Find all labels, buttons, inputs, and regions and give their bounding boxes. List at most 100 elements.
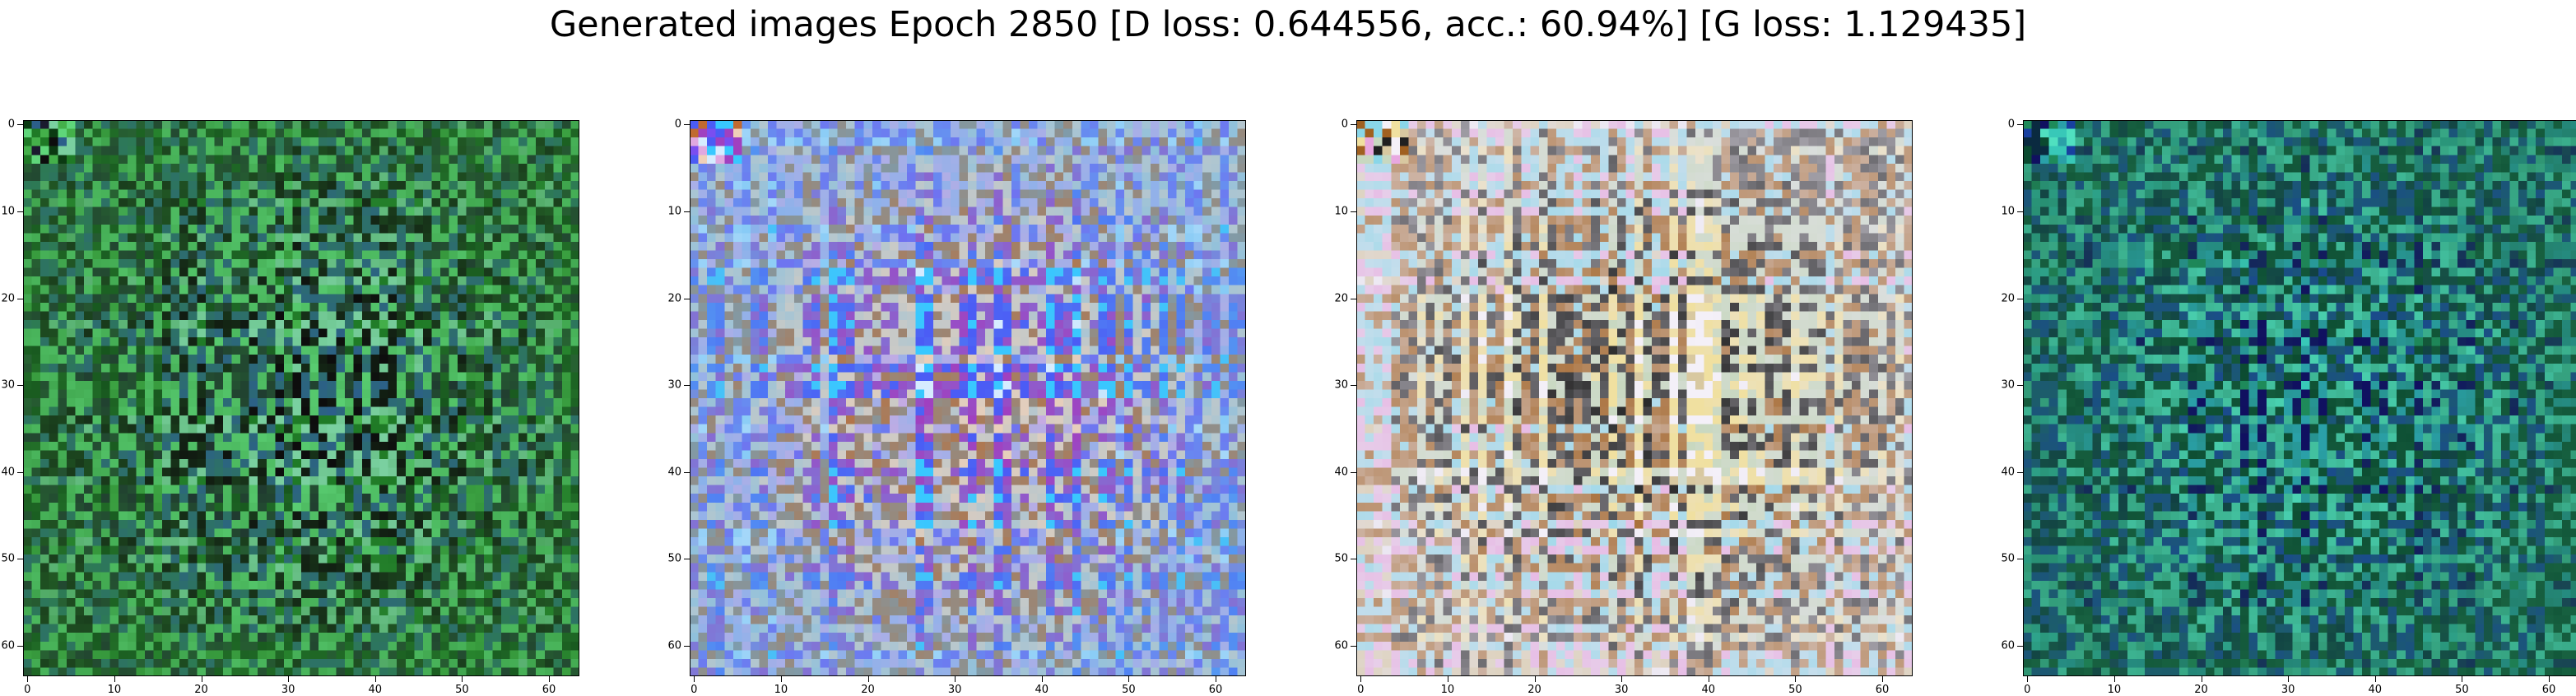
x-tick-label: 50 [1788,684,1802,696]
generated-image-4 [2023,120,2576,676]
x-tick-label: 10 [1440,684,1455,696]
x-tick [2027,676,2029,682]
x-tick [1795,676,1797,682]
x-tick-label: 40 [368,684,383,696]
subplot-4: 0 10 20 30 40 50 60 0 10 20 30 40 50 60 [2001,119,2576,695]
y-tick [1351,471,1356,473]
y-tick-label: 20 [1334,292,1348,305]
y-tick-label: 60 [2001,639,2015,652]
subplot-1: 0 10 20 30 40 50 60 0 10 20 30 40 50 60 [1,119,579,695]
x-tick [694,676,695,682]
x-tick [780,676,782,682]
y-tick-label: 30 [1334,378,1348,392]
x-tick-label: 20 [2194,684,2208,696]
x-tick-label: 30 [947,684,962,696]
y-tick-label: 60 [1334,639,1348,652]
generated-image-1 [23,120,579,676]
y-tick-label: 10 [1334,205,1348,218]
x-tick-label: 0 [1357,684,1365,696]
x-tick [27,676,29,682]
y-tick-label: 50 [667,552,681,565]
x-tick-label: 50 [455,684,469,696]
y-tick-label: 0 [2007,118,2015,131]
x-tick [2374,676,2376,682]
x-tick-label: 60 [1875,684,1890,696]
y-tick-label: 10 [2001,205,2015,218]
subplot-2: 0 10 20 30 40 50 60 0 10 20 30 40 50 60 [667,119,1246,695]
subplot-3: 0 10 20 30 40 50 60 0 10 20 30 40 50 60 [1334,119,1913,695]
y-tick [17,385,23,387]
y-tick [684,124,690,126]
x-tick [1128,676,1130,682]
x-tick-label: 30 [1614,684,1629,696]
y-tick [2017,124,2023,126]
x-tick [1621,676,1623,682]
y-tick [17,646,23,647]
x-tick-label: 60 [2541,684,2556,696]
x-tick-label: 0 [24,684,31,696]
y-tick [2017,385,2023,387]
y-tick-label: 30 [1,378,15,392]
y-tick [684,646,690,647]
x-tick-label: 0 [2024,684,2031,696]
axes-frame [23,120,579,676]
x-tick-label: 20 [194,684,208,696]
x-tick [114,676,115,682]
y-tick [1351,385,1356,387]
x-tick-label: 30 [2281,684,2295,696]
y-tick [17,211,23,212]
x-tick [1882,676,1884,682]
x-tick-label: 50 [2455,684,2469,696]
figure-title: Generated images Epoch 2850 [D loss: 0.6… [549,4,2027,45]
y-tick-label: 40 [667,466,681,479]
y-tick-label: 10 [1,205,15,218]
x-tick [867,676,869,682]
x-tick [1534,676,1536,682]
x-tick-label: 40 [2368,684,2383,696]
y-tick [2017,471,2023,473]
x-tick [2549,676,2550,682]
y-tick-label: 40 [1,466,15,479]
y-tick-label: 30 [2001,378,2015,392]
y-tick-label: 60 [1,639,15,652]
x-tick-label: 10 [774,684,788,696]
y-tick-label: 0 [674,118,681,131]
x-tick-label: 20 [861,684,875,696]
x-tick-label: 30 [281,684,295,696]
x-tick-label: 0 [690,684,698,696]
axes-frame [2023,120,2576,676]
y-tick-label: 20 [667,292,681,305]
x-tick [288,676,290,682]
y-tick [684,385,690,387]
y-tick [684,211,690,212]
y-tick-label: 50 [2001,552,2015,565]
y-tick-label: 0 [1341,118,1348,131]
axes-frame [690,120,1246,676]
y-tick-label: 40 [1334,466,1348,479]
x-tick [2288,676,2290,682]
x-tick-label: 40 [1035,684,1049,696]
y-tick-label: 20 [2001,292,2015,305]
y-tick-label: 60 [667,639,681,652]
y-tick [17,124,23,126]
x-tick [374,676,376,682]
y-tick [17,471,23,473]
y-tick [1351,211,1356,212]
y-tick [1351,124,1356,126]
y-tick-label: 50 [1334,552,1348,565]
y-tick-label: 10 [667,205,681,218]
x-tick [2113,676,2115,682]
generated-image-3 [1356,120,1913,676]
y-tick [684,471,690,473]
x-tick-label: 40 [1701,684,1716,696]
y-tick-label: 50 [1,552,15,565]
y-tick [2017,646,2023,647]
y-tick-label: 40 [2001,466,2015,479]
y-tick [2017,211,2023,212]
y-tick-label: 0 [7,118,15,131]
x-tick-label: 20 [1527,684,1541,696]
x-tick-label: 50 [1122,684,1136,696]
x-tick [955,676,956,682]
x-tick-label: 10 [2107,684,2122,696]
x-tick-label: 60 [1208,684,1223,696]
